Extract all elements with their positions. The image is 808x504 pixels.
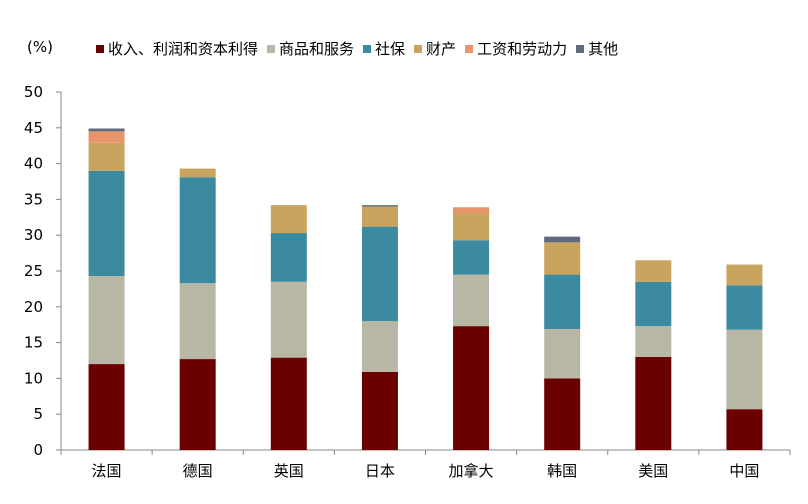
legend-item-income: 收入、利润和资本利得: [96, 38, 258, 59]
bar-segment: [453, 207, 490, 214]
bar-segment: [453, 326, 490, 450]
bar-segment: [361, 226, 398, 322]
legend-label-income: 收入、利润和资本利得: [108, 40, 259, 58]
y-tick-label: 30: [24, 226, 43, 244]
legend: 收入、利润和资本利得 商品和服务 社保 财产 工资和劳动力 其他: [96, 38, 618, 59]
x-category-label: 美国: [638, 462, 668, 480]
legend-item-payroll: 工资和劳动力: [465, 38, 567, 59]
bar-segment: [361, 321, 398, 372]
bar-segment: [453, 274, 490, 327]
x-category-label: 法国: [92, 462, 122, 480]
bar-segment: [726, 285, 763, 330]
bar-segment: [361, 205, 398, 207]
bar-segment: [88, 276, 125, 365]
legend-swatch-property: [414, 44, 423, 53]
bar-segment: [635, 281, 672, 327]
x-category-label: 德国: [183, 462, 213, 480]
bar-segment: [88, 364, 125, 450]
legend-item-other: 其他: [576, 38, 618, 59]
bar-segment: [726, 264, 763, 286]
bar-segment: [361, 206, 398, 227]
x-category-label: 英国: [274, 462, 304, 480]
legend-swatch-goods-services: [267, 44, 276, 53]
bar-segment: [544, 236, 581, 243]
legend-label-payroll: 工资和劳动力: [477, 40, 568, 58]
y-tick-label: 20: [24, 298, 43, 316]
y-tick-label: 5: [33, 405, 43, 423]
bar-segment: [544, 378, 581, 450]
bar-segment: [270, 357, 307, 450]
y-tick-label: 35: [24, 190, 43, 208]
y-tick-label: 45: [24, 119, 43, 137]
y-tick-label: 10: [24, 369, 43, 387]
bar-segment: [88, 170, 125, 277]
bar-segment: [635, 356, 672, 450]
y-tick-label: 50: [24, 83, 43, 101]
legend-label-social-security: 社保: [375, 40, 406, 58]
bar-segment: [88, 128, 125, 132]
y-tick-label: 40: [24, 155, 43, 173]
bar-segment: [544, 274, 581, 329]
bar-segment: [270, 281, 307, 358]
bar-segment: [453, 240, 490, 275]
legend-label-goods-services: 商品和服务: [279, 40, 355, 58]
legend-swatch-income: [96, 44, 104, 53]
y-tick-label: 15: [24, 334, 43, 352]
bar-segment: [179, 168, 216, 178]
bar-segment: [635, 326, 672, 357]
bar-segment: [88, 142, 125, 171]
y-tick-label: 25: [24, 262, 43, 280]
x-category-label: 日本: [365, 462, 395, 480]
y-tick-label: 0: [33, 441, 43, 459]
bar-segment: [726, 329, 763, 410]
bar-segment: [179, 283, 216, 360]
bar-segment: [453, 213, 490, 241]
legend-item-social-security: 社保: [363, 38, 405, 59]
bar-segment: [179, 177, 216, 284]
x-category-label: 中国: [729, 462, 759, 480]
bar-segment: [270, 233, 307, 282]
legend-label-property: 财产: [426, 40, 457, 58]
legend-swatch-social-security: [363, 44, 372, 53]
legend-swatch-payroll: [465, 44, 474, 53]
bar-segment: [726, 409, 763, 450]
legend-label-other: 其他: [588, 40, 619, 58]
bar-segment: [635, 260, 672, 282]
bar-segment: [544, 242, 581, 275]
bar-segment: [88, 131, 125, 143]
legend-item-property: 财产: [414, 38, 456, 59]
legend-item-goods-services: 商品和服务: [267, 38, 354, 59]
x-category-label: 韩国: [547, 462, 577, 480]
bar-segment: [179, 359, 216, 450]
bar-segment: [270, 205, 307, 234]
legend-swatch-other: [576, 44, 585, 53]
bar-segment: [544, 328, 581, 379]
bar-segment: [361, 371, 398, 450]
x-category-label: 加拿大: [449, 462, 494, 480]
y-axis-unit-label: (%): [27, 38, 53, 56]
